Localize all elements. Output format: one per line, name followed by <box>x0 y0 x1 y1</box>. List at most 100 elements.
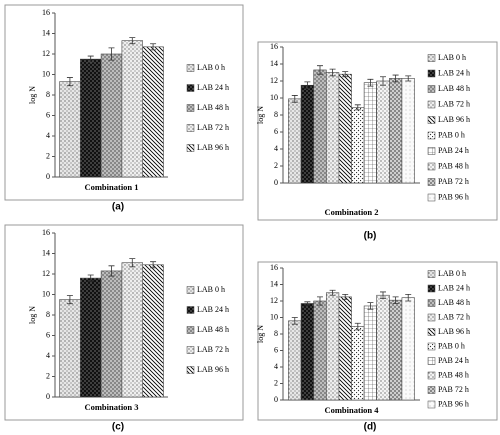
y-tick-label: 10 <box>270 93 278 102</box>
bar <box>300 84 314 184</box>
legend-label: LAB 24 h <box>197 83 229 92</box>
x-axis-label: Combination 2 <box>324 207 378 217</box>
legend-swatch <box>186 306 195 314</box>
error-bar <box>354 104 361 111</box>
y-tick-label: 16 <box>42 228 50 237</box>
y-tick-label: 2 <box>274 378 278 387</box>
legend-swatch <box>427 162 436 171</box>
legend-swatch <box>427 54 436 62</box>
y-axis-label: log N <box>256 325 265 343</box>
y-tick-label: 2 <box>274 161 278 170</box>
legend-label: PAB 0 h <box>438 130 465 139</box>
legend-swatch <box>427 100 436 109</box>
bar <box>338 73 352 184</box>
y-tick-label: 0 <box>46 172 50 181</box>
bar <box>288 98 302 184</box>
y-tick-label: 6 <box>274 345 278 354</box>
error-bar <box>342 294 349 300</box>
legend-label: PAB 72 h <box>438 177 469 186</box>
y-tick-label: 10 <box>270 312 278 321</box>
bar <box>142 46 164 178</box>
legend-swatch <box>427 284 436 293</box>
y-tick-label: 0 <box>274 178 278 187</box>
bar <box>313 300 327 401</box>
legend-label: PAB 96 h <box>438 399 469 408</box>
bar <box>363 305 378 401</box>
y-tick-label: 12 <box>42 269 50 278</box>
bar <box>142 264 164 398</box>
legend-label: LAB 48 h <box>438 84 470 93</box>
y-tick-label: 0 <box>46 392 50 401</box>
error-bar <box>304 81 311 90</box>
legend-swatch <box>186 104 195 112</box>
y-axis-label: log N <box>28 306 37 324</box>
legend-label: LAB 96 h <box>438 327 470 336</box>
error-bar <box>367 302 374 310</box>
bar <box>59 81 81 178</box>
panel-label: (a) <box>112 202 124 213</box>
chart-panel: 0 2 4 6 8 10 12 14 16 log N Combination 4 (d) LAB 0 … <box>256 261 498 433</box>
bar <box>121 262 143 398</box>
legend-label: LAB 24 h <box>438 283 470 292</box>
legend-swatch <box>186 124 195 132</box>
error-bar <box>367 78 374 87</box>
y-tick-label: 16 <box>270 263 278 272</box>
legend-swatch <box>427 131 436 140</box>
y-tick-label: 14 <box>270 279 278 288</box>
y-tick-label: 14 <box>42 248 50 257</box>
bar <box>59 299 81 398</box>
x-axis-label: Combination 1 <box>84 182 138 192</box>
legend-swatch <box>427 328 436 336</box>
error-bar <box>380 76 387 86</box>
y-tick-label: 0 <box>274 395 278 404</box>
bar <box>288 320 302 401</box>
legend-label: LAB 72 h <box>438 312 470 321</box>
legend-label: LAB 0 h <box>438 53 466 62</box>
y-tick-label: 12 <box>270 296 278 305</box>
error-bar <box>316 296 323 306</box>
y-tick-label: 2 <box>46 371 50 380</box>
legend-label: PAB 96 h <box>438 192 469 201</box>
error-bar <box>329 289 336 296</box>
legend-label: LAB 24 h <box>438 68 470 77</box>
error-bar <box>329 68 336 77</box>
y-tick-label: 4 <box>46 351 50 360</box>
y-tick-label: 10 <box>42 289 50 298</box>
legend-label: LAB 48 h <box>197 325 229 334</box>
legend-label: LAB 72 h <box>197 123 229 132</box>
bar <box>80 277 102 398</box>
legend-swatch <box>427 357 436 365</box>
legend-label: PAB 48 h <box>438 161 469 170</box>
legend-swatch <box>427 178 436 186</box>
legend-swatch <box>186 326 195 334</box>
chart-panel: 0 2 4 6 8 10 12 14 16 log N Combination 2 (b) LAB 0 … <box>256 41 498 242</box>
bar <box>313 69 327 184</box>
bar <box>401 78 415 184</box>
legend-swatch <box>427 400 436 409</box>
legend-swatch <box>427 193 436 202</box>
legend-label: LAB 72 h <box>197 345 229 354</box>
bar <box>389 299 403 401</box>
legend-label: LAB 48 h <box>438 298 470 307</box>
legend-label: LAB 96 h <box>197 143 229 152</box>
bar <box>80 58 102 178</box>
bar <box>338 296 352 401</box>
y-tick-label: 8 <box>274 110 278 119</box>
y-tick-label: 16 <box>42 8 50 17</box>
legend-swatch <box>186 84 195 92</box>
legend-label: PAB 24 h <box>438 146 469 155</box>
legend-swatch <box>186 64 195 72</box>
y-tick-label: 12 <box>270 76 278 85</box>
legend-swatch <box>427 270 436 278</box>
legend-label: LAB 0 h <box>438 269 466 278</box>
legend-swatch <box>427 116 436 124</box>
legend-label: PAB 0 h <box>438 341 465 350</box>
bar <box>389 78 403 184</box>
y-axis-label: log N <box>256 106 265 124</box>
error-bar <box>392 74 399 83</box>
error-bar <box>108 47 115 61</box>
legend-label: LAB 48 h <box>197 103 229 112</box>
legend-swatch <box>186 286 195 294</box>
legend-label: LAB 0 h <box>197 285 225 294</box>
legend-label: LAB 96 h <box>438 115 470 124</box>
